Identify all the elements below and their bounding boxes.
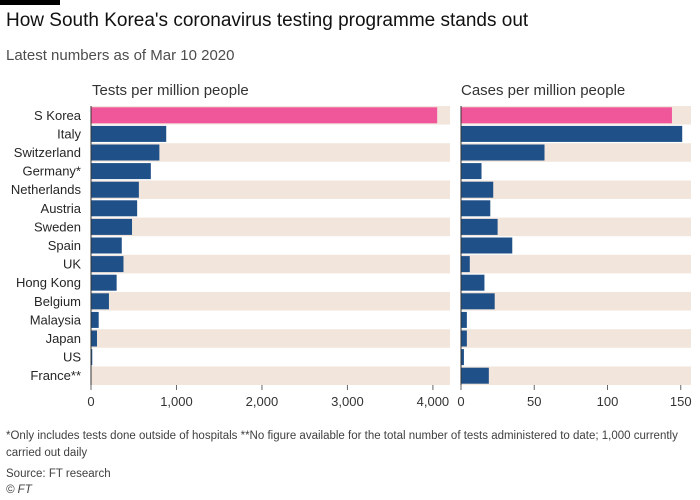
bar-cases <box>461 256 470 273</box>
tick-label-tests: 1,000 <box>160 394 193 409</box>
tick-label-tests: 3,000 <box>331 394 364 409</box>
bar-cases <box>461 349 464 366</box>
bar-tests <box>91 181 139 198</box>
row-band-cases-8 <box>461 254 691 274</box>
row-band-tests-8 <box>91 254 450 274</box>
bar-tests <box>91 237 122 254</box>
bar-cases <box>461 163 482 180</box>
chart-subtitle: Latest numbers as of Mar 10 2020 <box>6 47 235 64</box>
row-band-cases-10 <box>461 292 691 311</box>
brand-bar <box>0 0 60 5</box>
bar-tests <box>91 311 99 328</box>
category-label: Belgium <box>34 294 81 309</box>
tick-label-cases: 50 <box>527 394 541 409</box>
category-label: Germany* <box>22 164 81 179</box>
bar-cases <box>461 330 467 347</box>
category-label: Switzerland <box>14 145 81 160</box>
category-label: UK <box>63 257 81 272</box>
category-label: France** <box>30 368 81 383</box>
tick-label-cases: 0 <box>457 394 464 409</box>
bar-cases <box>461 144 545 161</box>
tick-label-cases: 100 <box>597 394 619 409</box>
bar-cases <box>461 218 498 235</box>
tick-label-tests: 4,000 <box>417 394 450 409</box>
footnote: *Only includes tests done outside of hos… <box>6 430 678 459</box>
row-band-tests-4 <box>91 180 450 199</box>
bar-cases <box>461 237 513 254</box>
bar-cases <box>461 311 467 328</box>
bar-cases <box>461 107 672 124</box>
row-band-cases-14 <box>461 366 691 385</box>
category-label: Japan <box>46 331 81 346</box>
bar-charts: S Korea Italy Switzerland Germany* Netherlan… <box>11 82 692 409</box>
bar-cases <box>461 200 491 217</box>
category-label: Sweden <box>34 219 81 234</box>
bar-cases <box>461 293 495 310</box>
source-note: Source: FT research <box>6 468 111 480</box>
category-label: Spain <box>48 238 81 253</box>
row-band-tests-12 <box>91 329 450 348</box>
category-label: US <box>63 350 81 365</box>
row-band-tests-6 <box>91 217 450 237</box>
category-label: Malaysia <box>30 312 82 327</box>
row-band-cases-6 <box>461 217 691 237</box>
bar-cases <box>461 367 489 384</box>
bar-tests <box>91 349 93 366</box>
category-label: Austria <box>41 201 82 216</box>
bar-tests <box>91 256 124 273</box>
category-label: S Korea <box>34 108 82 123</box>
row-band-tests-2 <box>91 143 450 162</box>
bar-cases <box>461 125 683 142</box>
bar-cases <box>461 181 494 198</box>
bar-tests <box>91 274 117 291</box>
bar-tests <box>91 163 151 180</box>
row-band-tests-10 <box>91 292 450 311</box>
chart-title: How South Korea's coronavirus testing pr… <box>6 10 529 31</box>
bar-tests <box>91 144 160 161</box>
tick-label-tests: 0 <box>87 394 94 409</box>
panel-title-tests: Tests per million people <box>92 82 249 99</box>
bar-tests <box>91 293 109 310</box>
category-label: Hong Kong <box>16 275 81 290</box>
tick-label-tests: 2,000 <box>246 394 279 409</box>
bar-tests <box>91 125 167 142</box>
bar-tests <box>91 218 133 235</box>
bar-cases <box>461 274 485 291</box>
category-label: Netherlands <box>11 182 82 197</box>
bar-tests <box>91 200 138 217</box>
tick-label-cases: 150 <box>670 394 692 409</box>
bar-tests <box>91 107 438 124</box>
copyright: © FT <box>6 484 32 496</box>
row-band-cases-4 <box>461 180 691 199</box>
panel-title-cases: Cases per million people <box>461 82 625 99</box>
category-label: Italy <box>57 126 81 141</box>
row-band-tests-14 <box>91 366 450 385</box>
row-band-cases-12 <box>461 329 691 348</box>
bar-tests <box>91 330 97 347</box>
